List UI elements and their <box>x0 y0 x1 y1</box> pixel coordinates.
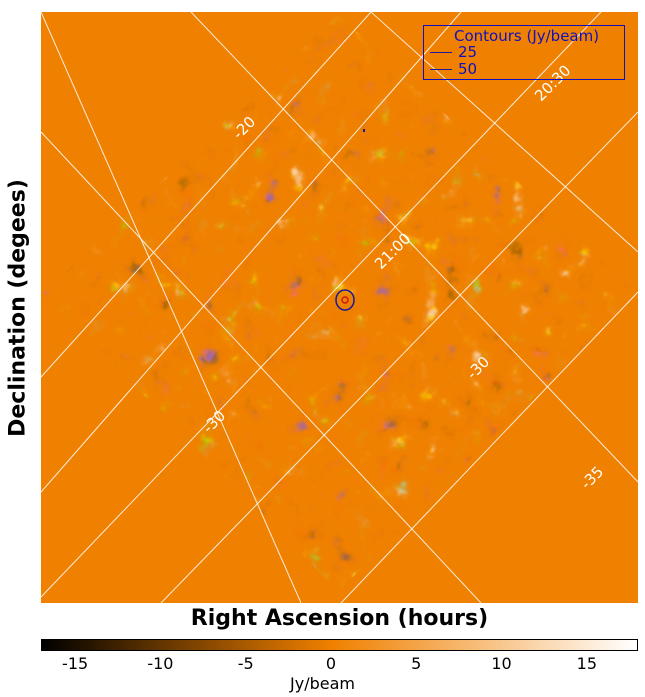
grid-line-1 <box>41 12 462 493</box>
grid-line-2 <box>41 12 602 598</box>
colorbar-unit: Jy/beam <box>290 674 355 693</box>
grid-label-5: -35 <box>577 463 607 493</box>
contour-50-source <box>341 296 349 304</box>
legend-entry-50: 50 <box>430 60 477 78</box>
grid-line-6 <box>190 12 638 483</box>
contour-overlay <box>335 129 365 311</box>
colorbar <box>41 639 638 651</box>
colorbar-tick-5: 10 <box>491 654 512 673</box>
contour-25-source <box>335 289 355 311</box>
contour-25-spot <box>363 129 365 132</box>
coordinate-grid <box>41 12 638 603</box>
legend-swatch-50 <box>430 69 452 70</box>
grid-line-8 <box>41 131 482 603</box>
grid-line-0 <box>41 12 372 378</box>
colorbar-tick-1: -10 <box>147 654 174 673</box>
colorbar-tick-6: 15 <box>576 654 598 673</box>
legend-entry-25: 25 <box>430 43 477 61</box>
legend-swatch-25 <box>430 52 452 53</box>
grid-line-5 <box>41 12 302 603</box>
colorbar-tick-0: -15 <box>62 654 89 673</box>
grid-line-7 <box>370 12 638 253</box>
sky-map-plot: 21:00 20:30 -20 -30 -30 -35 Contours (Jy/beam… <box>41 12 638 603</box>
grid-line-4 <box>340 291 638 603</box>
x-axis-label: Right Ascension (hours) <box>190 606 489 631</box>
contour-legend: Contours (Jy/beam) 25 50 <box>423 25 625 80</box>
grid-line-3 <box>160 111 638 603</box>
colorbar-tick-3: 0 <box>325 654 337 673</box>
colorbar-tick-4: 5 <box>411 654 422 673</box>
colorbar-tick-2: -5 <box>237 654 254 673</box>
y-axis-label: Declination (degees) <box>5 178 31 437</box>
legend-title: Contours (Jy/beam) <box>454 27 600 45</box>
